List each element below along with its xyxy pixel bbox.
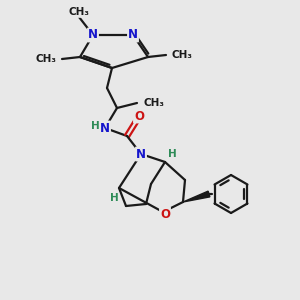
Text: O: O [160,208,170,220]
Polygon shape [183,191,210,202]
Text: N: N [100,122,110,134]
Text: N: N [88,28,98,41]
Text: CH₃: CH₃ [68,7,89,17]
Text: O: O [134,110,144,122]
Text: CH₃: CH₃ [35,54,56,64]
Text: H: H [91,121,99,131]
Text: CH₃: CH₃ [172,50,193,60]
Text: H: H [110,193,118,203]
Text: CH₃: CH₃ [143,98,164,108]
Text: H: H [168,149,176,159]
Text: N: N [136,148,146,160]
Text: N: N [128,28,138,41]
